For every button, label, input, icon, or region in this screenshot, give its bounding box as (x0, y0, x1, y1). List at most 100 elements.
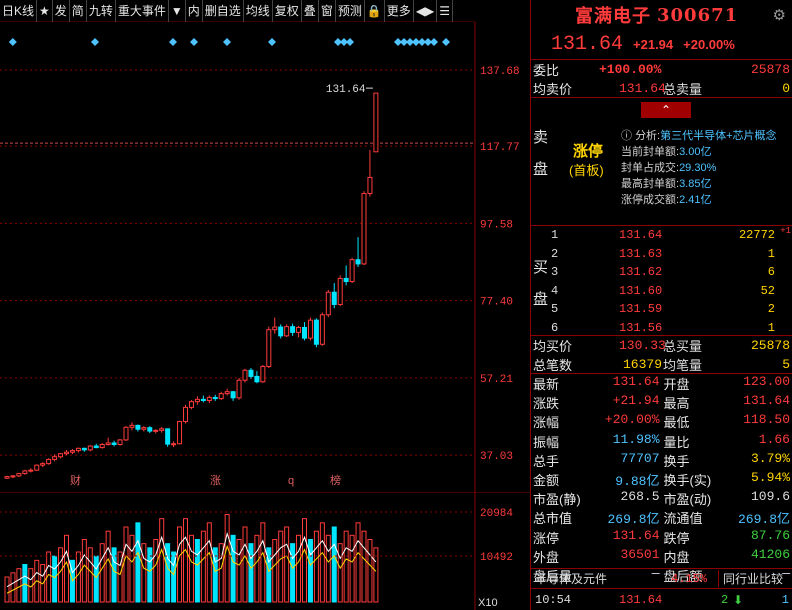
price-change-pct: +20.00% (683, 37, 735, 52)
candle-body (22, 470, 28, 475)
stat-row: 最新 131.64 开盘 123.00 (531, 374, 792, 393)
kline-chart-area[interactable]: 137.68 117.77 97.58 77.40 57.21 37.03 131.64 财 涨… (0, 22, 530, 610)
gear-icon[interactable]: ⚙ (772, 7, 786, 24)
nav-arrows-icon[interactable]: ◀▶ (414, 0, 438, 22)
stat-label: 市盈(静) (533, 492, 581, 508)
candle-body (177, 421, 183, 445)
volume-unit-label: X10 (478, 597, 498, 609)
collapse-button[interactable]: ⌃ (641, 102, 691, 118)
volume-bar (272, 539, 278, 603)
volume-bar (105, 530, 111, 603)
sector-name[interactable]: 半导体及元件 (535, 572, 608, 586)
stat-row: 总市值 269.8亿 流通值 269.8亿 (531, 508, 792, 527)
volume-bar (159, 518, 165, 603)
adjust-button[interactable]: 复权 (273, 0, 302, 22)
y-axis-label: 37.03 (480, 451, 513, 463)
avg-line-button[interactable]: 均线 (244, 0, 273, 22)
buy-side-label: 买 盘 (533, 259, 549, 308)
candle-body (236, 379, 242, 399)
volume-bar (147, 547, 153, 603)
bid-vol: 1 (767, 320, 775, 335)
event-diamond-icon (418, 38, 426, 46)
nine-turn-button[interactable]: 九转 (87, 0, 116, 22)
volume-bar (266, 547, 272, 603)
current-price: 131.64 (551, 33, 624, 56)
sector-compare-link[interactable]: 同行业比较 (717, 570, 783, 587)
lock-icon[interactable]: 🔒 (365, 0, 385, 22)
candle-body (28, 469, 34, 472)
volume-chart[interactable]: 20984 10492 X10 (0, 492, 530, 610)
event-diamond-icon (406, 38, 414, 46)
star-icon[interactable]: ★ (37, 0, 53, 22)
tick-volume: 2 (721, 592, 729, 607)
sell-side-label: 卖 盘 (533, 129, 549, 178)
candle-body (302, 326, 307, 339)
candle-body (87, 445, 93, 451)
stats-grid: 最新 131.64 开盘 123.00 涨跌 +21.94 最高 131.64 涨幅 +20.00… (531, 374, 792, 585)
more-button[interactable]: 更多 (385, 0, 414, 22)
volume-bar (302, 518, 307, 603)
candle-body (260, 365, 266, 383)
stat-label: 开盘 (663, 377, 690, 393)
kline-button[interactable]: 日K线 (0, 0, 38, 22)
volume-ma-line (6, 544, 377, 594)
bid-n: 4 (551, 283, 559, 298)
volume-bar (58, 547, 64, 603)
candle-body (171, 443, 177, 446)
volume-bar (248, 543, 254, 603)
forecast-button[interactable]: 预测 (336, 0, 365, 22)
volume-bar (75, 551, 81, 603)
event-marker: q (288, 475, 294, 487)
volume-bar (325, 534, 331, 603)
bid-row[interactable]: 6 131.56 1 (551, 321, 791, 340)
stat-label: 总市值 (533, 511, 573, 527)
volume-bar (373, 547, 379, 603)
stat-cell: 振幅 11.98% (531, 432, 662, 451)
analysis-value[interactable]: 第三代半导体+芯片概念 (660, 130, 777, 142)
inner-button[interactable]: 内 (186, 0, 203, 22)
volume-ma-line (6, 531, 377, 588)
bid-row[interactable]: 1 131.64 22772 +1 (551, 226, 791, 247)
simple-button[interactable]: 简 (70, 0, 87, 22)
major-events-button[interactable]: 重大事件 (116, 0, 169, 22)
sector-row[interactable]: 半导体及元件 4.15% 同行业比较 (531, 568, 792, 588)
stat-cell: 金额 9.88亿 (531, 470, 662, 489)
stat-value: — (782, 565, 790, 581)
candle-body (46, 458, 52, 465)
limit-up-text: 涨停 (573, 143, 604, 160)
stat-value: 41206 (750, 546, 790, 562)
stat-value: 36501 (620, 546, 660, 562)
price-row: 131.64 +21.94 +20.00% (531, 30, 792, 60)
stock-title: 富满电子 300671 (531, 0, 792, 30)
stat-label: 流通值 (663, 511, 703, 527)
window-button[interactable]: 窗 (319, 0, 336, 22)
volume-bar (153, 539, 159, 603)
bid-vol: 1 (767, 246, 775, 261)
candle-body (4, 476, 10, 479)
publish-button[interactable]: 发 (53, 0, 70, 22)
candle-body (135, 424, 141, 430)
stat-cell: 最高 131.64 (662, 393, 792, 412)
overlay-button[interactable]: 叠 (302, 0, 319, 22)
stat-value: 131.64 (743, 393, 790, 409)
candle-body (206, 396, 212, 402)
dropdown-icon[interactable]: ▼ (169, 0, 186, 22)
stat-cell: 开盘 123.00 (662, 374, 792, 393)
kline-chart[interactable]: 137.68 117.77 97.58 77.40 57.21 37.03 131.64 财 涨… (0, 22, 530, 492)
stat-value: 269.8亿 (607, 512, 660, 528)
menu-icon[interactable]: ☰ (437, 0, 454, 22)
bid-price: 131.56 (619, 320, 663, 335)
stat-value: 131.64 (612, 374, 660, 390)
candle-body (123, 426, 129, 441)
stat-cell: 市盈(静) 268.5 (531, 489, 662, 508)
bid-row[interactable]: 3 131.62 6 (551, 265, 791, 284)
event-marker: 财 (70, 473, 81, 487)
stat-label: 涨跌 (533, 396, 560, 412)
bid-row[interactable]: 2 131.63 1 (551, 247, 791, 266)
event-diamond-icon (334, 38, 342, 46)
remove-watchlist-button[interactable]: 删自选 (203, 0, 244, 22)
candle-body (337, 277, 343, 305)
bid-row[interactable]: 4 131.60 52 (551, 284, 791, 303)
bid-row[interactable]: 5 131.59 2 (551, 302, 791, 321)
volume-bar (319, 522, 325, 603)
